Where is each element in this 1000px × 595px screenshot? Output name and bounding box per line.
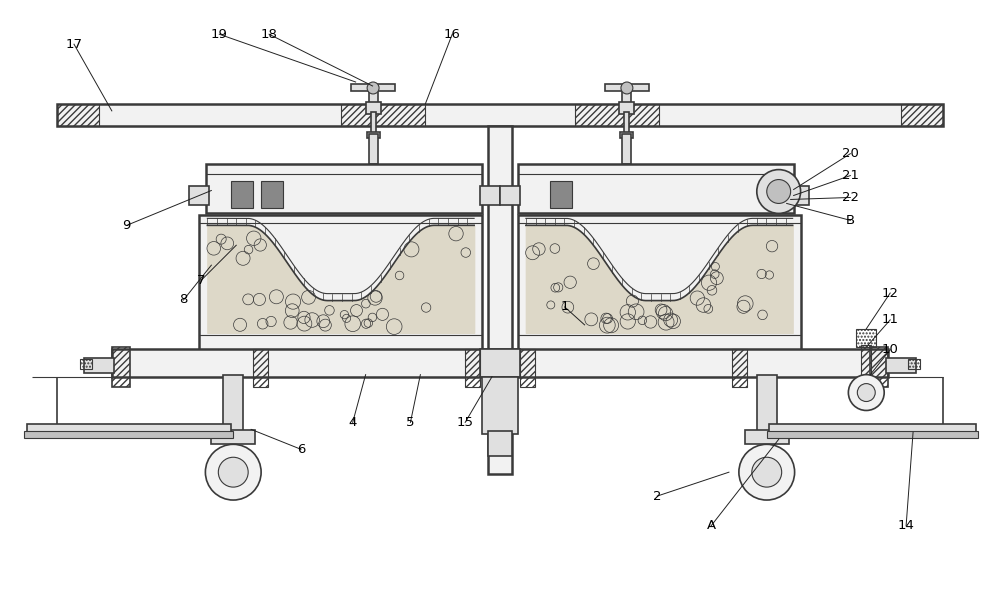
Bar xyxy=(27,424,231,433)
Bar xyxy=(465,349,480,387)
Text: 19: 19 xyxy=(211,28,228,40)
Text: 4: 4 xyxy=(349,416,357,429)
Bar xyxy=(112,349,888,377)
Text: 12: 12 xyxy=(882,287,899,299)
Bar xyxy=(856,329,876,347)
Text: 9: 9 xyxy=(123,219,131,232)
Text: 16: 16 xyxy=(444,28,461,40)
Bar xyxy=(371,112,376,134)
Bar xyxy=(908,359,920,369)
Circle shape xyxy=(367,82,379,94)
Bar xyxy=(367,131,380,138)
Bar xyxy=(624,112,629,134)
Bar xyxy=(500,186,520,205)
Bar xyxy=(622,134,631,164)
Bar xyxy=(488,431,512,456)
Bar xyxy=(518,164,794,214)
Text: 22: 22 xyxy=(842,191,859,204)
Text: A: A xyxy=(706,519,716,533)
Text: 11: 11 xyxy=(882,314,899,327)
Bar xyxy=(861,345,871,375)
Text: 1: 1 xyxy=(560,300,569,314)
Bar xyxy=(84,358,114,372)
Bar xyxy=(351,84,395,91)
Bar xyxy=(80,359,92,369)
Bar xyxy=(24,431,233,439)
Bar xyxy=(341,104,425,126)
Text: 6: 6 xyxy=(297,443,305,456)
Bar xyxy=(480,349,520,377)
Bar xyxy=(261,180,283,208)
Circle shape xyxy=(739,444,795,500)
Bar xyxy=(620,131,633,138)
Text: 18: 18 xyxy=(261,28,278,40)
Bar xyxy=(480,186,500,205)
Bar xyxy=(575,104,659,126)
Bar xyxy=(369,134,378,164)
Circle shape xyxy=(752,457,782,487)
Bar xyxy=(57,104,99,126)
Bar xyxy=(619,102,634,114)
Bar xyxy=(789,186,809,205)
Text: 20: 20 xyxy=(842,147,859,160)
Bar xyxy=(57,104,943,126)
Bar xyxy=(488,126,512,474)
Bar xyxy=(622,86,631,104)
Bar xyxy=(605,84,649,91)
Bar xyxy=(369,86,378,104)
Bar xyxy=(482,377,518,434)
Bar xyxy=(366,102,381,114)
Circle shape xyxy=(767,180,791,203)
Text: 7: 7 xyxy=(197,274,206,287)
Bar xyxy=(769,424,976,433)
Bar xyxy=(886,358,916,372)
Text: 5: 5 xyxy=(406,416,415,429)
Circle shape xyxy=(218,457,248,487)
Circle shape xyxy=(621,82,633,94)
Text: 10: 10 xyxy=(882,343,899,356)
Bar xyxy=(189,186,209,205)
Text: 21: 21 xyxy=(842,169,859,182)
Circle shape xyxy=(205,444,261,500)
Circle shape xyxy=(757,170,801,214)
Bar xyxy=(732,349,747,387)
Bar xyxy=(206,164,482,214)
Bar xyxy=(518,215,801,350)
Bar xyxy=(223,375,243,433)
Bar xyxy=(520,349,535,387)
Bar xyxy=(767,431,978,439)
Text: 8: 8 xyxy=(179,293,188,306)
Bar xyxy=(870,347,888,387)
Bar xyxy=(550,180,572,208)
Bar xyxy=(112,347,130,387)
Text: 2: 2 xyxy=(653,490,662,503)
Bar xyxy=(231,180,253,208)
Text: 15: 15 xyxy=(457,416,474,429)
Bar xyxy=(757,375,777,433)
Text: 14: 14 xyxy=(898,519,915,533)
Circle shape xyxy=(857,384,875,402)
Bar xyxy=(253,349,268,387)
Text: 17: 17 xyxy=(65,37,82,51)
Bar xyxy=(901,104,943,126)
Text: B: B xyxy=(846,214,855,227)
Bar xyxy=(211,430,255,444)
Circle shape xyxy=(848,375,884,411)
Bar xyxy=(745,430,789,444)
Bar xyxy=(199,215,482,350)
